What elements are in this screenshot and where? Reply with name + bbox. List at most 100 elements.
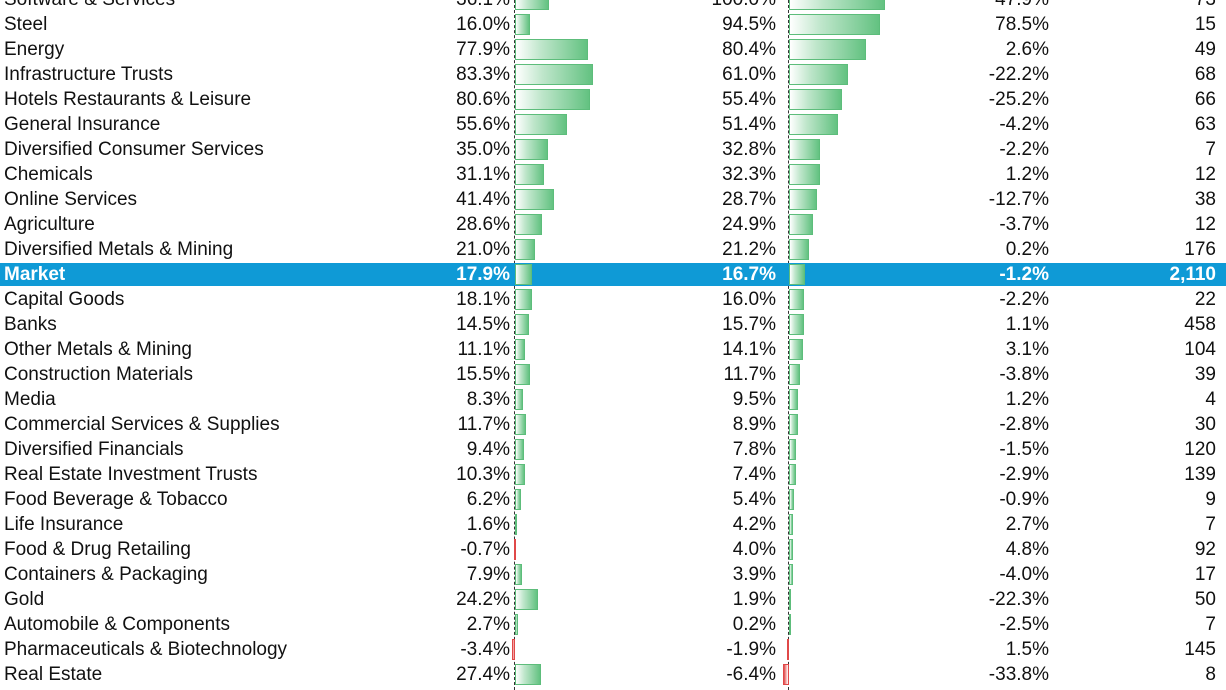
count-value: 30: [1194, 414, 1216, 435]
column-1-value: 83.3%: [456, 64, 510, 85]
column-2-bar: [789, 264, 806, 285]
column-1-value: 9.4%: [466, 439, 510, 460]
sector-name: Construction Materials: [4, 364, 194, 385]
column-1-value: 7.9%: [466, 564, 510, 585]
column-1-bar: [515, 239, 535, 260]
column-1-bar: [515, 364, 530, 385]
table-row: Real Estate 27.4% -6.4% -33.8% 8: [0, 662, 1226, 687]
column-3-value: -12.7%: [988, 189, 1049, 210]
column-3-value: -2.2%: [999, 289, 1049, 310]
table-row: Commercial Services & Supplies 11.7% 8.9% -…: [0, 412, 1226, 437]
column-1-bar: [514, 539, 516, 560]
column-2-bar: [789, 539, 793, 560]
column-1-bar: [515, 464, 525, 485]
table-row: Software & Services 36.1% 100.0% 47.9% 73: [0, 0, 1226, 12]
sector-name: Other Metals & Mining: [4, 339, 192, 360]
column-2-bar: [782, 664, 789, 685]
column-3-value: -4.0%: [999, 564, 1049, 585]
sector-name: Pharmaceuticals & Biotechnology: [4, 639, 288, 660]
column-2-bar: [789, 89, 843, 110]
column-2-value: 61.0%: [722, 64, 776, 85]
column-2-value: 3.9%: [732, 564, 776, 585]
count-value: 92: [1194, 539, 1216, 560]
column-2-bar: [789, 64, 848, 85]
column-1-bar: [515, 89, 591, 110]
column-1-bar: [515, 514, 517, 535]
column-3-value: -2.9%: [999, 464, 1049, 485]
column-3-value: -1.5%: [999, 439, 1049, 460]
column-1-bar: [515, 114, 568, 135]
table-row: Other Metals & Mining 11.1% 14.1% 3.1% 104: [0, 337, 1226, 362]
column-3-value: -0.9%: [999, 489, 1049, 510]
count-value: 8: [1205, 664, 1216, 685]
count-value: 9: [1205, 489, 1216, 510]
column-1-value: 77.9%: [456, 39, 510, 60]
count-value: 4: [1205, 389, 1216, 410]
column-1-bar: [515, 14, 530, 35]
column-1-value: 8.3%: [466, 389, 510, 410]
column-2-value: 94.5%: [722, 14, 776, 35]
count-value: 12: [1194, 214, 1216, 235]
column-2-bar: [789, 489, 795, 510]
column-1-value: 21.0%: [456, 239, 510, 260]
column-2-value: 4.0%: [732, 539, 776, 560]
column-3-value: 1.2%: [1005, 389, 1049, 410]
table-row: Media 8.3% 9.5% 1.2% 4: [0, 387, 1226, 412]
table-row: Steel 16.0% 94.5% 78.5% 15: [0, 12, 1226, 37]
column-1-bar: [515, 439, 524, 460]
column-3-value: -2.5%: [999, 614, 1049, 635]
table-row: Diversified Financials 9.4% 7.8% -1.5% 120: [0, 437, 1226, 462]
column-1-value: 17.9%: [456, 264, 510, 285]
sector-name: Software & Services: [4, 0, 175, 12]
count-value: 66: [1194, 89, 1216, 110]
column-1-value: 28.6%: [456, 214, 510, 235]
count-value: 458: [1184, 314, 1216, 335]
column-2-bar: [789, 114, 839, 135]
column-1-bar: [515, 264, 532, 285]
column-2-bar: [789, 164, 820, 185]
column-3-value: -2.2%: [999, 139, 1049, 160]
sector-name: Food Beverage & Tobacco: [4, 489, 228, 510]
sector-name: Real Estate Investment Trusts: [4, 464, 258, 485]
column-2-value: 14.1%: [722, 339, 776, 360]
table-row: Diversified Metals & Mining 21.0% 21.2% 0.2…: [0, 237, 1226, 262]
table-row: Construction Materials 15.5% 11.7% -3.8% 39: [0, 362, 1226, 387]
column-3-value: -22.3%: [988, 589, 1049, 610]
count-value: 38: [1194, 189, 1216, 210]
column-2-bar: [789, 314, 805, 335]
column-1-value: 10.3%: [456, 464, 510, 485]
table-row: Gold 24.2% 1.9% -22.3% 50: [0, 587, 1226, 612]
column-2-bar: [789, 589, 791, 610]
column-1-bar: [515, 139, 548, 160]
column-2-value: 51.4%: [722, 114, 776, 135]
column-3-value: 3.1%: [1005, 339, 1049, 360]
count-value: 68: [1194, 64, 1216, 85]
column-2-value: 11.7%: [723, 364, 776, 385]
column-2-value: 9.5%: [732, 389, 776, 410]
column-1-value: 27.4%: [456, 664, 510, 685]
column-1-zero-axis: [514, 0, 515, 690]
column-1-value: 14.5%: [456, 314, 510, 335]
column-2-bar: [787, 639, 790, 660]
column-2-bar: [789, 139, 821, 160]
column-2-value: 0.2%: [732, 614, 776, 635]
column-2-bar: [789, 214, 813, 235]
column-3-value: 0.2%: [1005, 239, 1049, 260]
column-1-value: 24.2%: [456, 589, 510, 610]
column-1-bar: [515, 64, 593, 85]
column-1-value: 35.0%: [456, 139, 510, 160]
column-3-value: -3.8%: [999, 364, 1049, 385]
column-2-value: 16.0%: [722, 289, 776, 310]
column-2-value: 4.2%: [732, 514, 776, 535]
sector-name: Real Estate: [4, 664, 103, 685]
sector-name: Hotels Restaurants & Leisure: [4, 89, 252, 110]
sector-name: Media: [4, 389, 56, 410]
count-value: 50: [1194, 589, 1216, 610]
column-2-value: 7.4%: [732, 464, 776, 485]
column-2-bar: [789, 414, 798, 435]
column-1-bar: [515, 564, 523, 585]
column-3-value: 2.7%: [1005, 514, 1049, 535]
sector-name: Diversified Consumer Services: [4, 139, 264, 160]
table-row: Banks 14.5% 15.7% 1.1% 458: [0, 312, 1226, 337]
